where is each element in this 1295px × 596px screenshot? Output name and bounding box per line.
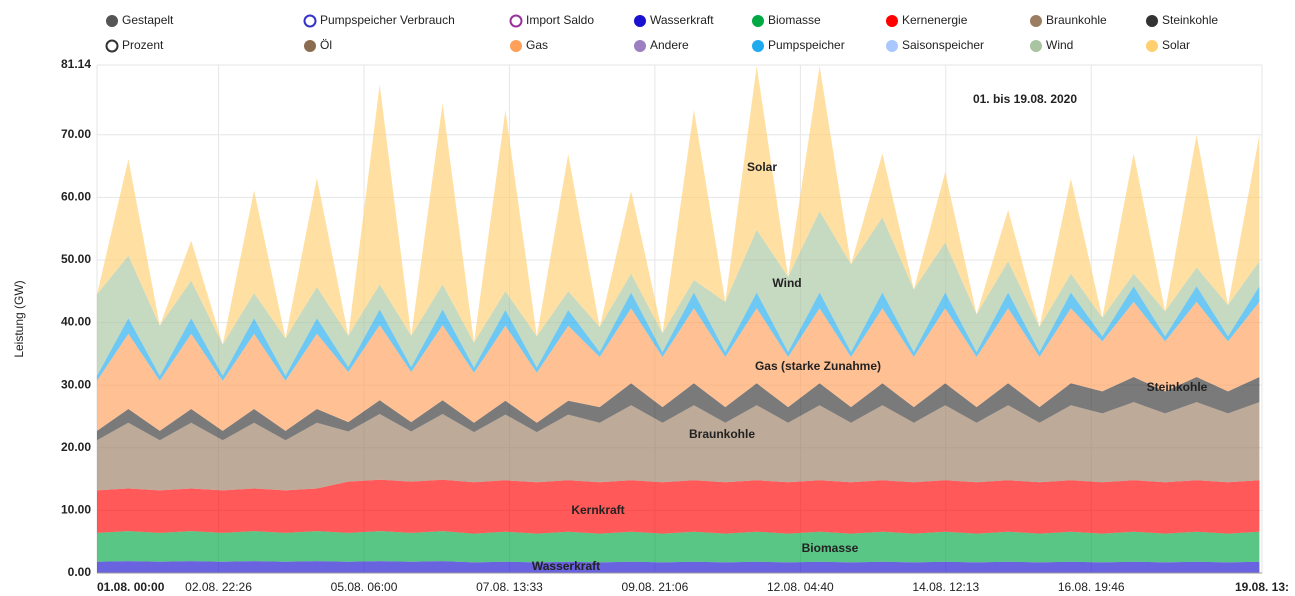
x-tick-label: 09.08. 21:06 — [622, 580, 689, 594]
legend-label: Kernenergie — [902, 13, 968, 27]
legend-label: Import Saldo — [526, 13, 594, 27]
x-tick-label: 19.08. 13: — [1235, 580, 1289, 594]
annotation: Solar — [747, 160, 777, 174]
x-tick-label: 12.08. 04:40 — [767, 580, 834, 594]
area — [97, 286, 1260, 381]
chart-title: 01. bis 19.08. 2020 — [973, 92, 1077, 106]
y-tick-label: 20.00 — [61, 440, 91, 454]
legend-label: Öl — [320, 38, 332, 52]
legend-marker — [1030, 15, 1042, 27]
annotation: Gas (starke Zunahme) — [755, 359, 881, 373]
legend-marker — [303, 14, 317, 28]
y-tick-label: 60.00 — [61, 190, 91, 204]
annotation: Braunkohle — [689, 427, 755, 441]
legend-label: Wind — [1046, 38, 1073, 52]
legend-marker — [1146, 15, 1158, 27]
legend-marker — [752, 15, 764, 27]
legend-marker — [634, 40, 646, 52]
annotation: Wind — [772, 276, 801, 290]
x-tick-label: 14.08. 12:13 — [912, 580, 979, 594]
area — [97, 561, 1260, 573]
y-tick-label: 30.00 — [61, 377, 91, 391]
legend-label: Biomasse — [768, 13, 821, 27]
legend-label: Gas — [526, 38, 548, 52]
legend-label: Steinkohle — [1162, 13, 1218, 27]
legend-label: Pumpspeicher Verbrauch — [320, 13, 455, 27]
x-tick-label: 16.08. 19:46 — [1058, 580, 1125, 594]
annotation: Biomasse — [802, 541, 859, 555]
y-axis-label: Leistung (GW) — [12, 280, 26, 357]
area — [97, 402, 1260, 491]
x-tick-label: 07.08. 13:33 — [476, 580, 543, 594]
y-tick-label: 10.00 — [61, 503, 91, 517]
y-tick-label: 70.00 — [61, 127, 91, 141]
annotation: Kernkraft — [571, 503, 624, 517]
legend-marker — [105, 39, 119, 53]
y-tick-label: 81.14 — [61, 57, 91, 71]
legend-label: Pumpspeicher — [768, 38, 845, 52]
legend-label: Braunkohle — [1046, 13, 1107, 27]
legend-marker — [634, 15, 646, 27]
annotation: Wasserkraft — [532, 559, 600, 573]
x-tick-label: 05.08. 06:00 — [331, 580, 398, 594]
x-tick-label: 01.08. 00:00 — [97, 580, 165, 594]
legend-marker — [886, 15, 898, 27]
area — [97, 531, 1260, 563]
legend-marker — [886, 40, 898, 52]
legend-label: Andere — [650, 38, 689, 52]
area — [97, 479, 1260, 534]
legend-label: Prozent — [122, 38, 164, 52]
y-tick-label: 40.00 — [61, 315, 91, 329]
legend-marker — [510, 40, 522, 52]
legend-marker — [752, 40, 764, 52]
legend-marker — [304, 40, 316, 52]
x-tick-label: 02.08. 22:26 — [185, 580, 252, 594]
legend-label: Gestapelt — [122, 13, 174, 27]
legend-label: Wasserkraft — [650, 13, 714, 27]
legend-marker — [1146, 40, 1158, 52]
area — [97, 211, 1260, 376]
y-tick-label: 50.00 — [61, 252, 91, 266]
legend-marker — [509, 14, 523, 28]
area — [97, 377, 1260, 441]
legend-label: Solar — [1162, 38, 1190, 52]
legend-marker — [106, 15, 118, 27]
area — [97, 65, 1260, 345]
y-tick-label: 0.00 — [68, 565, 92, 579]
legend-label: Saisonspeicher — [902, 38, 984, 52]
area — [97, 301, 1260, 431]
legend-marker — [1030, 40, 1042, 52]
annotation: Steinkohle — [1147, 380, 1208, 394]
